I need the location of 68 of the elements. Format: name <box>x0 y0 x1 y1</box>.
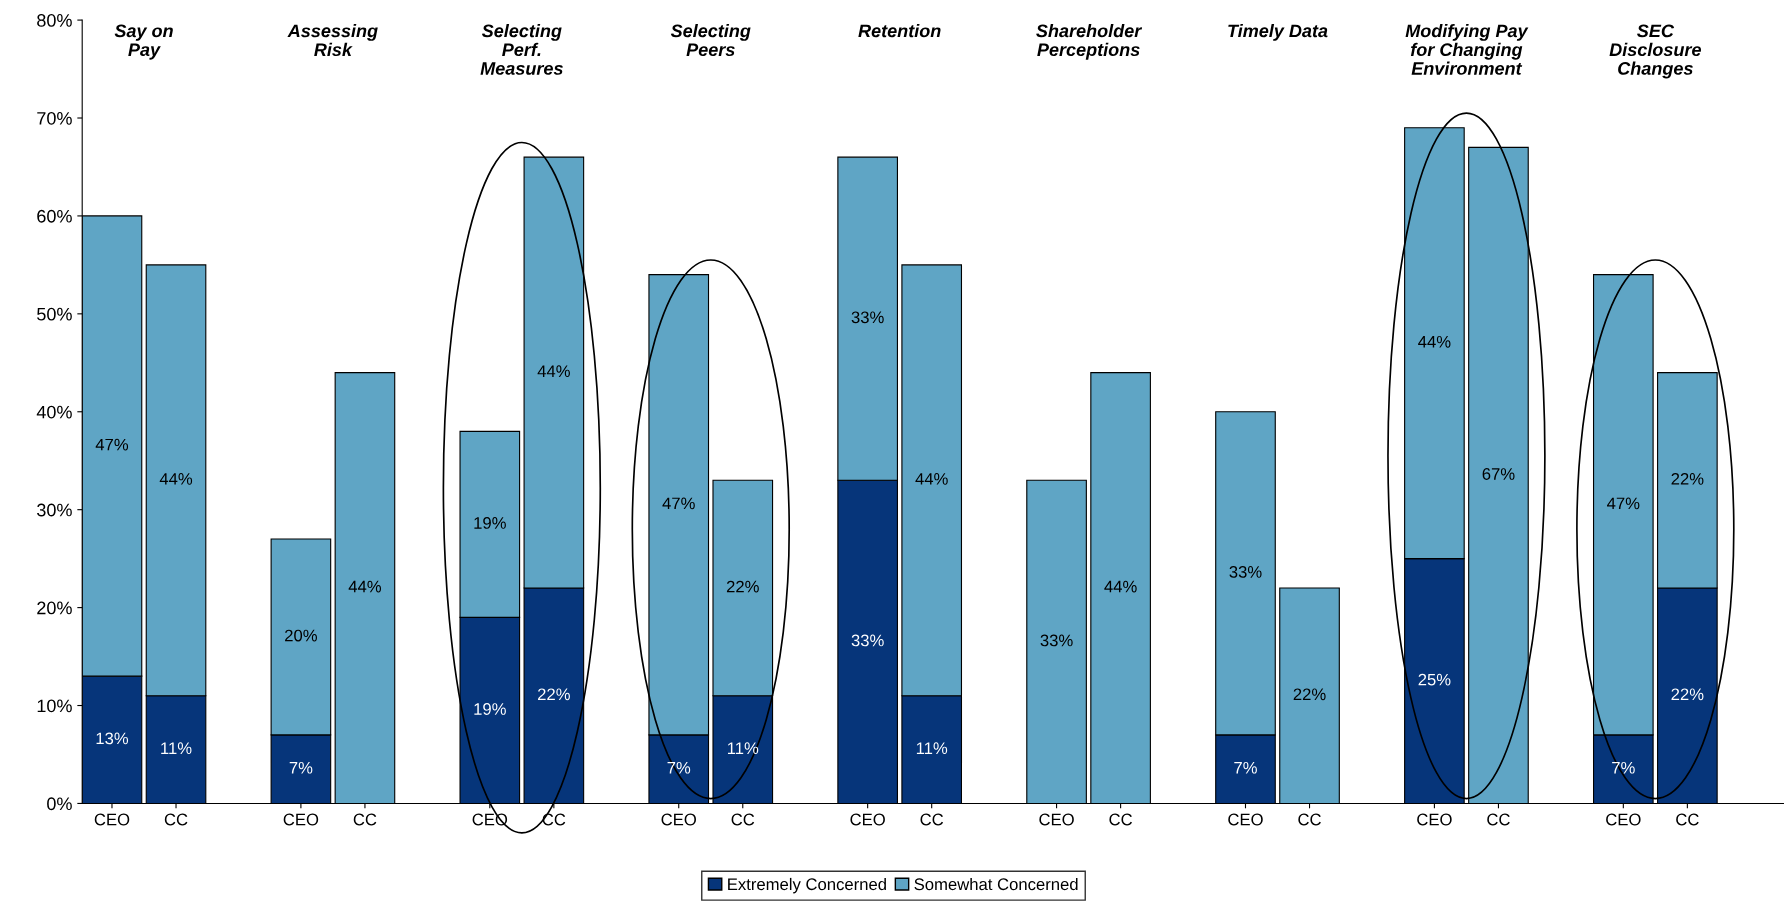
data-label: 44% <box>915 473 948 485</box>
data-label: 44% <box>1104 580 1137 593</box>
x-tick-label: CEO <box>1606 813 1641 826</box>
y-tick-label: 0% <box>47 797 72 811</box>
x-tick-label: CEO <box>1417 813 1452 826</box>
x-tick-label: CC <box>920 813 944 826</box>
data-label: 47% <box>1607 497 1640 510</box>
data-label: 22% <box>726 580 759 593</box>
data-label: 44% <box>348 580 382 593</box>
x-tick-label: CC <box>1298 813 1321 826</box>
annotation: Modifying Pay for Changing Environment <box>1405 24 1529 75</box>
data-label: 7% <box>667 761 691 774</box>
data-label: 33% <box>1229 566 1262 578</box>
y-tick-label: 50% <box>37 307 72 321</box>
data-label: 44% <box>159 473 193 485</box>
x-tick-label: CC <box>731 813 755 826</box>
data-label: 67% <box>1482 468 1515 480</box>
data-label: 47% <box>662 497 695 510</box>
x-tick-label: CC <box>542 813 566 826</box>
data-label: 11% <box>916 742 948 754</box>
annotation: Say on Pay <box>114 24 173 60</box>
legend-label: Somewhat Concerned <box>914 877 1078 891</box>
data-label: 47% <box>95 438 129 451</box>
y-tick-label: 40% <box>36 405 72 419</box>
x-tick-label: CEO <box>850 813 885 826</box>
data-label: 22% <box>1671 688 1704 701</box>
y-tick-label: 80% <box>37 14 72 27</box>
annotation: Selecting Perf. Measures <box>480 24 563 75</box>
x-tick-label: CEO <box>283 813 319 826</box>
data-label: 22% <box>1293 688 1326 701</box>
data-label: 7% <box>1612 761 1635 774</box>
x-tick-label: CC <box>164 813 188 826</box>
y-tick-label: 20% <box>37 601 72 615</box>
data-label: 13% <box>96 732 129 745</box>
y-tick-label: 60% <box>37 209 72 223</box>
data-label: 11% <box>161 742 192 754</box>
y-tick-label: 30% <box>37 503 72 517</box>
y-tick-label: 10% <box>37 699 72 713</box>
data-label: 19% <box>474 703 506 715</box>
data-label: 22% <box>1671 472 1704 485</box>
x-tick-label: CEO <box>94 813 130 826</box>
x-tick-label: CC <box>1109 813 1133 826</box>
data-label: 44% <box>537 365 570 377</box>
data-label: 33% <box>851 311 884 324</box>
legend-label: Extremely Concerned <box>728 877 886 894</box>
x-tick-label: CC <box>1676 813 1699 826</box>
data-label: 33% <box>1040 634 1073 647</box>
x-tick-label: CC <box>1487 813 1510 826</box>
annotation: Selecting Peers <box>670 24 751 57</box>
data-label: 20% <box>285 629 317 642</box>
x-tick-label: CEO <box>1039 813 1074 826</box>
annotation: SEC Disclosure Changes <box>1609 24 1702 79</box>
annotation: Timely Data <box>1228 24 1328 41</box>
annotation: Assessing Risk <box>287 24 378 57</box>
x-tick-label: CEO <box>661 813 696 826</box>
data-label: 44% <box>1418 335 1451 348</box>
data-label: 11% <box>727 742 759 754</box>
data-label: 7% <box>289 761 313 774</box>
x-tick-label: CEO <box>1228 813 1263 826</box>
annotation: Retention <box>858 24 941 38</box>
y-tick-label: 70% <box>37 111 72 125</box>
annotation: Shareholder Perceptions <box>1036 24 1143 60</box>
data-label: 22% <box>538 688 570 701</box>
x-tick-label: CC <box>353 813 377 826</box>
data-label: 33% <box>851 634 884 647</box>
data-label: 7% <box>1234 761 1257 774</box>
data-label: 25% <box>1418 673 1451 686</box>
data-label: 19% <box>474 517 506 529</box>
